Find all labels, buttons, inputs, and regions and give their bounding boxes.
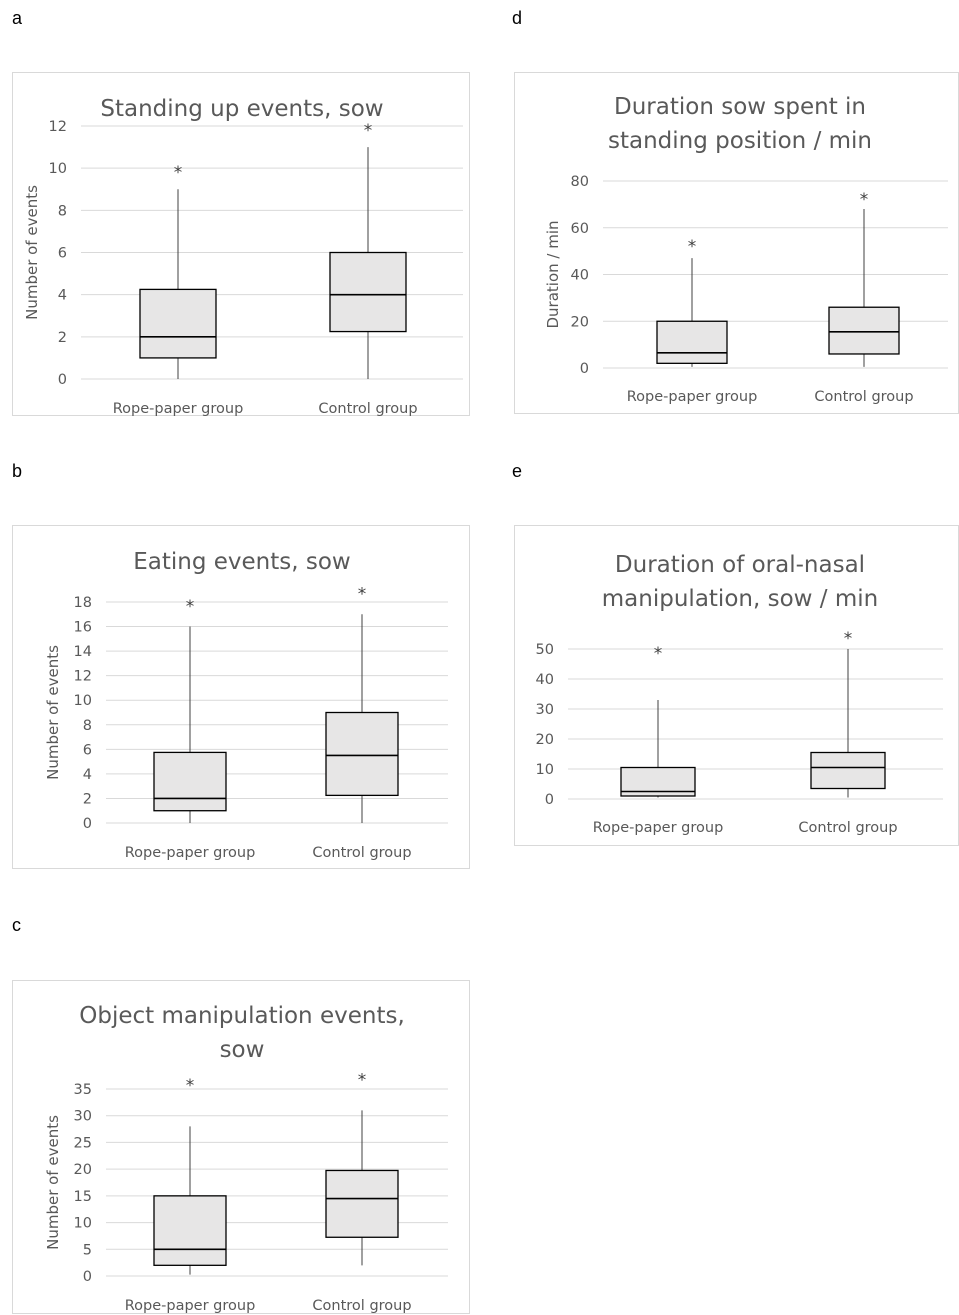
outlier-marker: * bbox=[186, 597, 195, 617]
box-iqr bbox=[325, 711, 399, 797]
y-tick-label: 50 bbox=[536, 642, 554, 658]
category-label: Control group bbox=[312, 845, 411, 861]
chart-b: Eating events, sow 0 2 4 6 8 10 12 14 16 18 Number … bbox=[12, 525, 470, 869]
panel-letter-d: d bbox=[512, 8, 523, 28]
y-axis-label: Number of events bbox=[44, 1115, 62, 1250]
y-tick-label: 2 bbox=[83, 791, 92, 807]
chart-d: Duration sow spent in standing position /… bbox=[514, 72, 959, 414]
outlier-marker: * bbox=[358, 585, 367, 605]
outlier-marker: * bbox=[364, 121, 373, 141]
y-tick-label: 25 bbox=[74, 1135, 92, 1151]
y-tick-label: 8 bbox=[83, 718, 92, 734]
y-tick-label: 0 bbox=[58, 372, 67, 388]
y-tick-label: 20 bbox=[536, 732, 554, 748]
panel-letter-e: e bbox=[512, 461, 523, 481]
panel-letter-a: a bbox=[12, 8, 23, 28]
y-tick-label: 4 bbox=[58, 288, 67, 304]
y-tick-label: 60 bbox=[571, 221, 589, 237]
chart-c: Object manipulation events, sow 0 5 10 15 20 25… bbox=[12, 980, 470, 1314]
chart-title-line: standing position / min bbox=[608, 128, 872, 154]
box-iqr bbox=[828, 306, 900, 355]
y-tick-label: 12 bbox=[74, 669, 92, 685]
chart-title-line: Duration sow spent in bbox=[614, 94, 866, 120]
y-tick-label: 40 bbox=[536, 672, 554, 688]
y-axis-label: Duration / min bbox=[544, 220, 562, 328]
outlier-marker: * bbox=[688, 237, 697, 257]
outlier-marker: * bbox=[174, 163, 183, 183]
y-tick-label: 0 bbox=[580, 361, 589, 377]
y-tick-label: 0 bbox=[545, 792, 554, 808]
y-tick-label: 10 bbox=[74, 1216, 92, 1232]
y-tick-label: 6 bbox=[58, 246, 67, 262]
y-tick-label: 30 bbox=[74, 1109, 92, 1125]
chart-title-line: Object manipulation events, bbox=[79, 1003, 405, 1029]
y-tick-label: 14 bbox=[74, 644, 92, 660]
y-axis-label: Number of events bbox=[44, 645, 62, 780]
box-iqr bbox=[325, 1169, 399, 1238]
y-tick-label: 40 bbox=[571, 268, 589, 284]
category-label: Control group bbox=[312, 1298, 411, 1314]
category-label: Control group bbox=[814, 389, 913, 405]
y-axis-label: Number of events bbox=[23, 185, 41, 320]
chart-title-line: manipulation, sow / min bbox=[602, 586, 878, 612]
chart-d-svg: Duration sow spent in standing position /… bbox=[544, 94, 948, 405]
chart-title-line: sow bbox=[220, 1037, 265, 1063]
y-tick-label: 20 bbox=[74, 1162, 92, 1178]
outlier-marker: * bbox=[654, 644, 663, 664]
box-iqr bbox=[139, 288, 217, 359]
chart-a-svg: Standing up events, sow 0 2 4 6 8 10 12 Number o… bbox=[23, 96, 463, 417]
y-tick-label: 2 bbox=[58, 330, 67, 346]
chart-title-line: Duration of oral-nasal bbox=[615, 552, 865, 578]
chart-c-svg: Object manipulation events, sow 0 5 10 15 20 25… bbox=[44, 1003, 448, 1314]
chart-b-svg: Eating events, sow 0 2 4 6 8 10 12 14 16 18 Number … bbox=[44, 549, 448, 861]
y-tick-label: 35 bbox=[74, 1082, 92, 1098]
category-label: Rope-paper group bbox=[627, 389, 758, 405]
y-tick-label: 4 bbox=[83, 767, 92, 783]
category-label: Rope-paper group bbox=[113, 401, 244, 417]
y-tick-label: 0 bbox=[83, 816, 92, 832]
box-iqr bbox=[153, 751, 227, 812]
chart-title-line: Standing up events, sow bbox=[100, 96, 383, 122]
y-tick-label: 15 bbox=[74, 1189, 92, 1205]
category-label: Control group bbox=[318, 401, 417, 417]
panel-letter-b: b bbox=[12, 461, 23, 481]
y-tick-label: 20 bbox=[571, 314, 589, 330]
outlier-marker: * bbox=[844, 629, 853, 649]
y-tick-label: 0 bbox=[83, 1269, 92, 1285]
chart-e: Duration of oral-nasal manipulation, sow … bbox=[514, 525, 959, 846]
category-label: Rope-paper group bbox=[125, 845, 256, 861]
chart-e-svg: Duration of oral-nasal manipulation, sow … bbox=[536, 552, 943, 836]
y-tick-label: 80 bbox=[571, 174, 589, 190]
box-iqr bbox=[810, 751, 886, 790]
outlier-marker: * bbox=[860, 190, 869, 210]
box-iqr bbox=[656, 320, 728, 364]
y-tick-label: 10 bbox=[49, 161, 67, 177]
y-tick-label: 18 bbox=[74, 595, 92, 611]
category-label: Rope-paper group bbox=[125, 1298, 256, 1314]
y-tick-label: 16 bbox=[74, 620, 92, 636]
y-tick-label: 8 bbox=[58, 203, 67, 219]
category-label: Rope-paper group bbox=[593, 820, 724, 836]
y-tick-label: 5 bbox=[83, 1242, 92, 1258]
y-tick-label: 30 bbox=[536, 702, 554, 718]
outlier-marker: * bbox=[186, 1076, 195, 1096]
y-tick-label: 6 bbox=[83, 742, 92, 758]
chart-title-line: Eating events, sow bbox=[133, 549, 351, 575]
box-iqr bbox=[329, 251, 407, 333]
y-tick-label: 10 bbox=[536, 762, 554, 778]
category-label: Control group bbox=[798, 820, 897, 836]
y-tick-label: 12 bbox=[49, 119, 67, 135]
y-tick-label: 10 bbox=[74, 693, 92, 709]
chart-a: Standing up events, sow 0 2 4 6 8 10 12 Number o… bbox=[12, 72, 470, 417]
panel-letter-c: c bbox=[12, 915, 21, 935]
outlier-marker: * bbox=[358, 1071, 367, 1091]
box-iqr bbox=[153, 1195, 227, 1266]
